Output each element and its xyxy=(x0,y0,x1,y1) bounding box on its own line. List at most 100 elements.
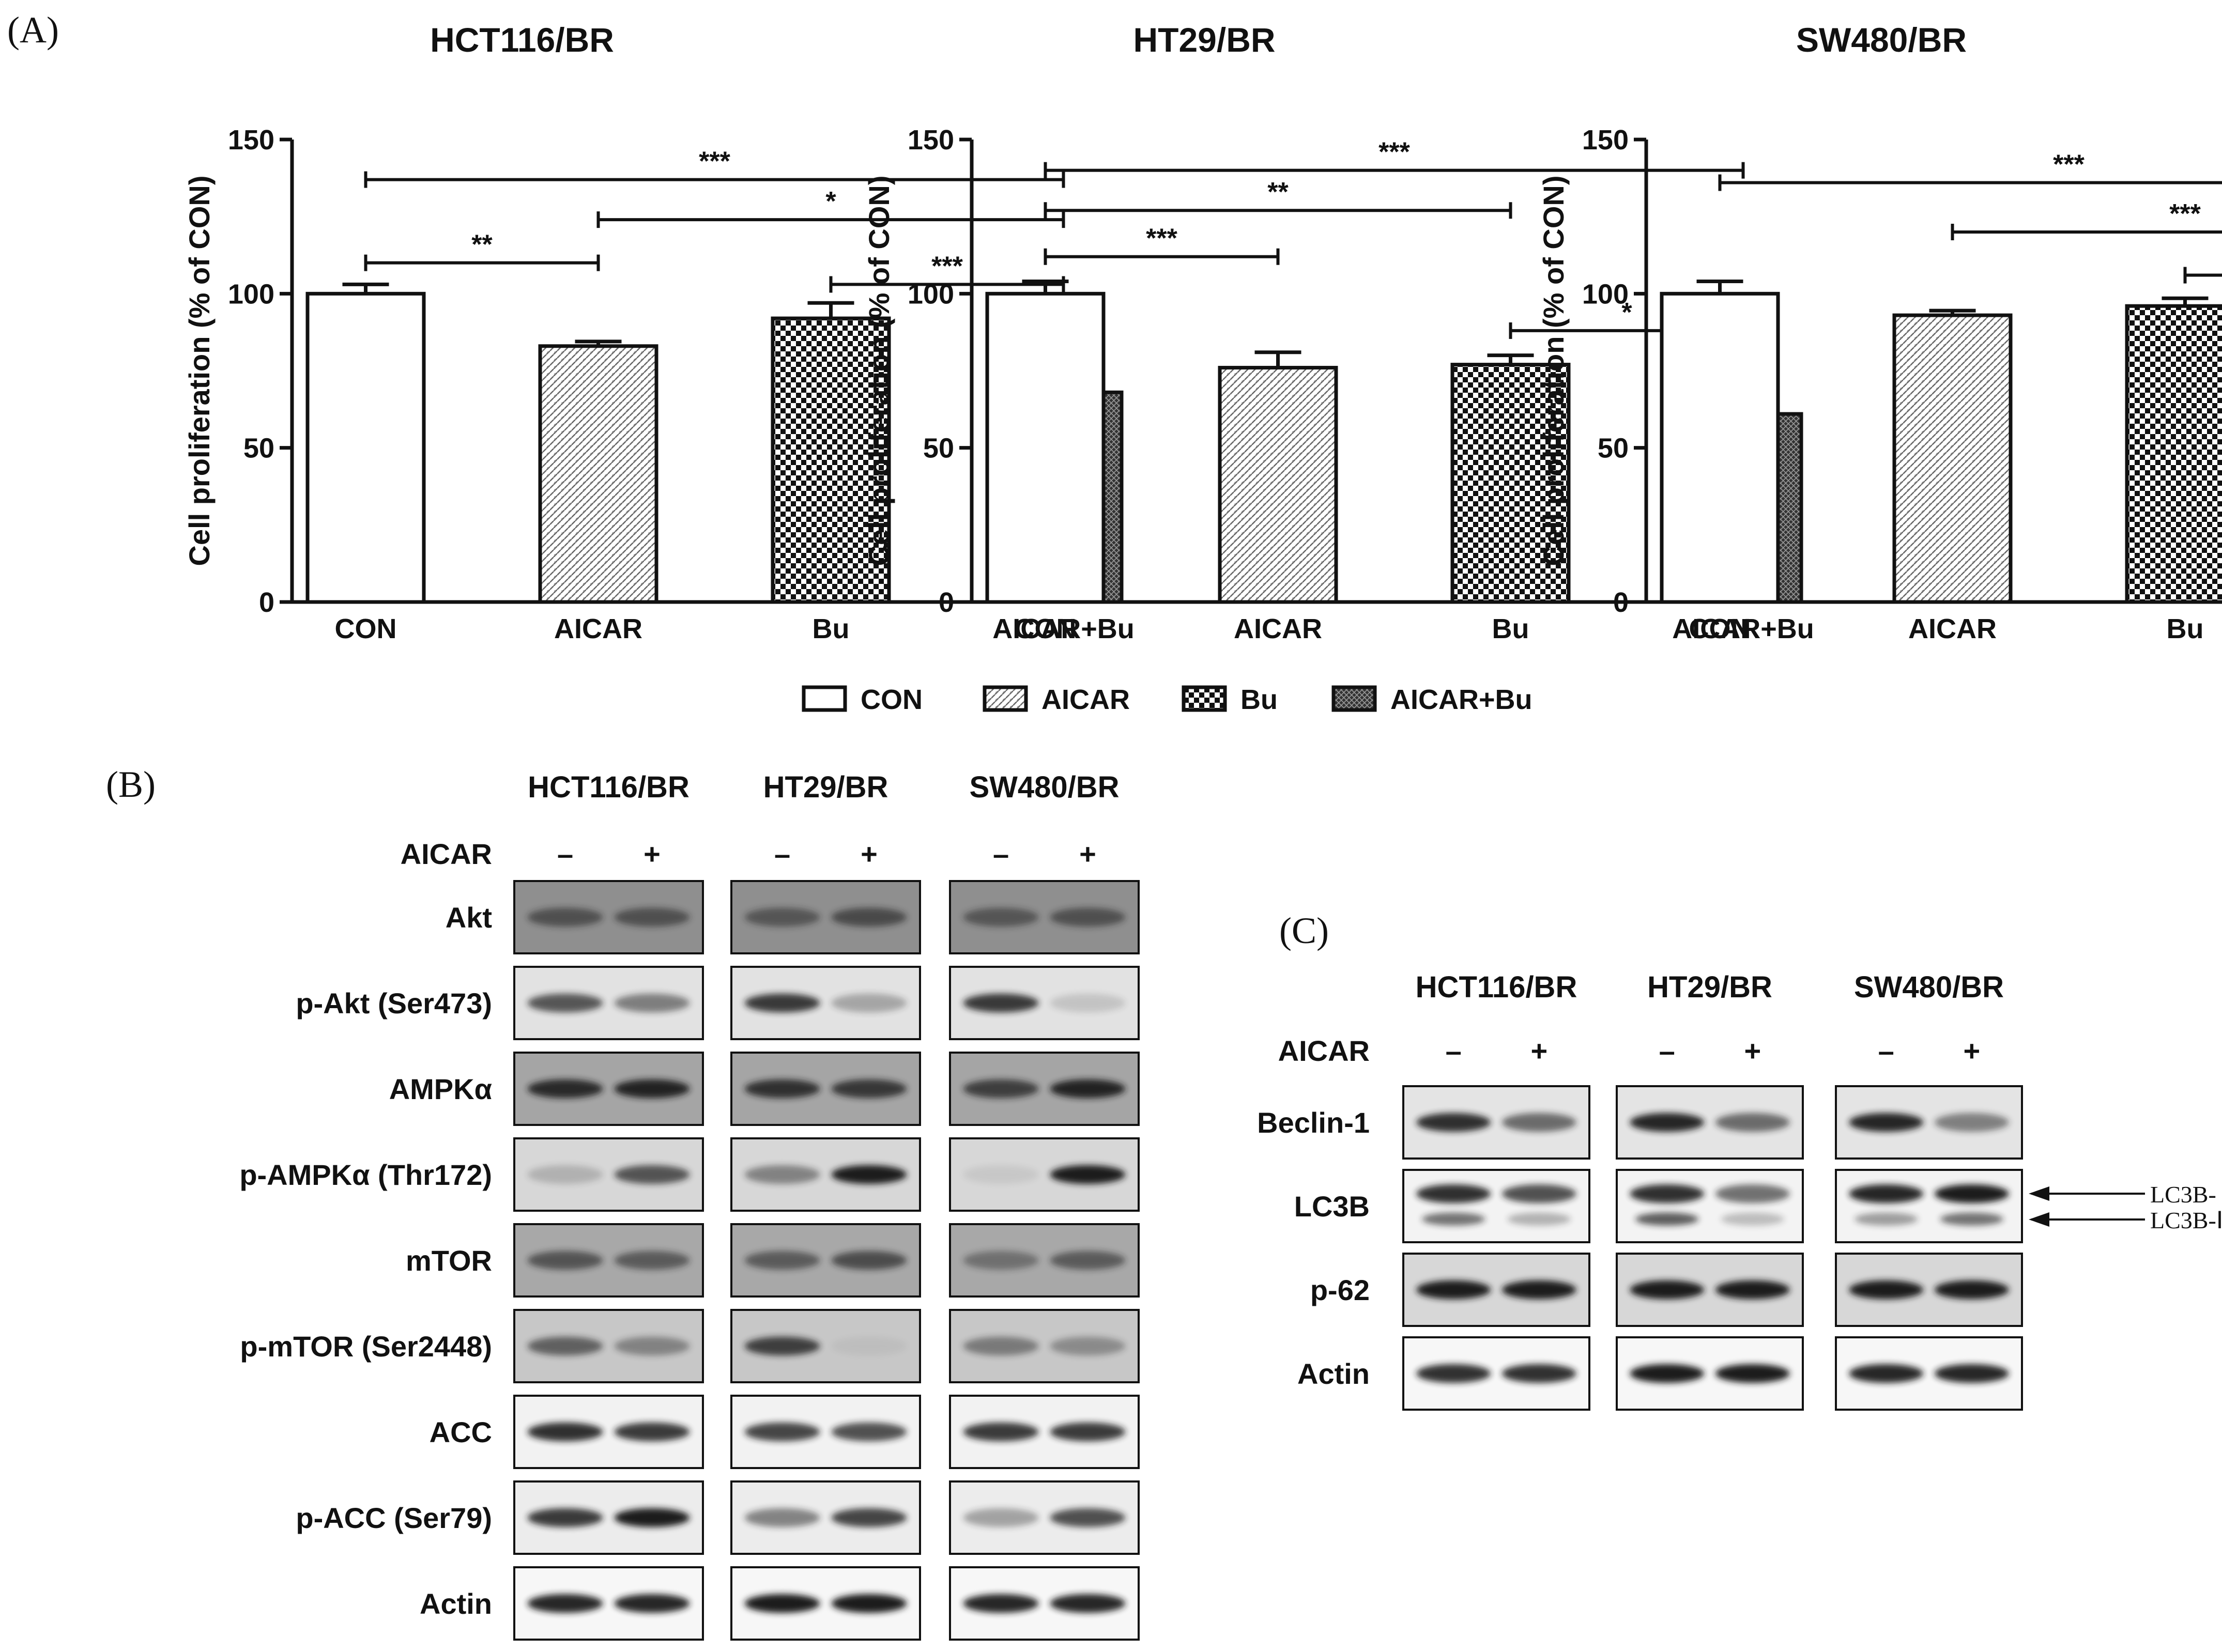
panel-label-b: (B) xyxy=(106,764,156,805)
blot-band-lower xyxy=(1940,1212,2003,1226)
cell-line-header: HT29/BR xyxy=(763,770,888,804)
blot-band xyxy=(963,1336,1039,1356)
chart-title: HT29/BR xyxy=(1133,21,1275,59)
chart-title: HCT116/BR xyxy=(430,21,614,59)
blot-band xyxy=(963,1250,1039,1270)
blot-band xyxy=(1630,1184,1705,1203)
lane-sign: + xyxy=(1744,1035,1761,1067)
treatment-label: AICAR xyxy=(1278,1035,1370,1067)
blot-band xyxy=(1715,1364,1790,1383)
blot-band xyxy=(1934,1184,2009,1203)
lane-sign: + xyxy=(643,838,661,870)
blot-band xyxy=(1416,1364,1491,1383)
blot-row-label: p-62 xyxy=(1310,1274,1370,1306)
cell-line-header: HCT116/BR xyxy=(1416,970,1577,1004)
cell-line-header: SW480/BR xyxy=(1854,970,2004,1004)
x-tick-label: AICAR xyxy=(1908,613,1997,644)
significance-label: *** xyxy=(1378,137,1410,167)
significance-label: *** xyxy=(1146,224,1177,254)
blot-row-label: Beclin-1 xyxy=(1257,1106,1370,1139)
treatment-label: AICAR xyxy=(401,838,492,870)
y-tick-label: 0 xyxy=(939,587,954,618)
annotation-arrow-head xyxy=(2029,1212,2049,1227)
x-tick-label: Bu xyxy=(1492,613,1529,644)
blot-band xyxy=(744,1508,820,1527)
blot-band xyxy=(963,907,1039,927)
blot-band xyxy=(1050,1508,1126,1527)
panel-label-a: (A) xyxy=(7,9,59,51)
blot-band xyxy=(527,1594,603,1613)
blot-band xyxy=(1715,1280,1790,1300)
y-tick-label: 50 xyxy=(923,433,954,464)
blot-band xyxy=(527,993,603,1013)
significance-label: * xyxy=(1621,298,1632,328)
y-axis-label: Cell proliferation (% of CON) xyxy=(863,176,895,566)
blot-band xyxy=(527,1165,603,1184)
lane-sign: – xyxy=(1878,1035,1894,1067)
blot-band xyxy=(1501,1113,1576,1132)
blot-band xyxy=(1501,1280,1576,1300)
blot-band xyxy=(1501,1184,1576,1203)
blot-band xyxy=(1050,1079,1126,1099)
blot-row-label: p-mTOR (Ser2448) xyxy=(240,1330,492,1363)
y-tick-label: 0 xyxy=(259,587,274,618)
blot-band xyxy=(1050,907,1126,927)
blot-band xyxy=(831,1508,907,1527)
x-tick-label: Bu xyxy=(813,613,850,644)
blot-row-label: p-Akt (Ser473) xyxy=(296,987,492,1020)
blot-band xyxy=(744,907,820,927)
blot-band xyxy=(1416,1184,1491,1203)
y-tick-label: 150 xyxy=(908,125,954,156)
blot-membrane xyxy=(1402,1169,1590,1243)
lane-sign: – xyxy=(774,838,790,870)
legend-label: AICAR xyxy=(1041,684,1130,715)
x-tick-label: AICAR xyxy=(554,613,642,644)
y-tick-label: 150 xyxy=(1582,125,1629,156)
blot-band xyxy=(1050,1594,1126,1613)
y-tick-label: 100 xyxy=(1582,279,1629,310)
cell-line-header: SW480/BR xyxy=(969,770,1119,804)
blot-band xyxy=(1050,1336,1126,1356)
blot-band-lower xyxy=(1507,1212,1571,1226)
blot-band xyxy=(1849,1280,1924,1300)
bar-charts-group: HCT116/BR Cell proliferation (% of CON) 0 5… xyxy=(183,21,2222,644)
blot-band-lower xyxy=(1721,1212,1784,1226)
blot-band xyxy=(527,1336,603,1356)
blot-band-lower xyxy=(1855,1212,1918,1226)
chart-title: SW480/BR xyxy=(1796,21,1967,59)
panel-label-c: (C) xyxy=(1279,910,1329,951)
significance-label: *** xyxy=(2053,150,2085,180)
y-tick-label: 150 xyxy=(228,125,274,156)
bar-chart-1: HCT116/BR Cell proliferation (% of CON) 0 5… xyxy=(183,21,1147,644)
y-axis-label: Cell proliferation (% of CON) xyxy=(183,176,216,566)
lane-sign: + xyxy=(861,838,878,870)
lane-sign: – xyxy=(557,838,573,870)
blot-band xyxy=(1501,1364,1576,1383)
lane-sign: – xyxy=(1446,1035,1462,1067)
y-tick-label: 100 xyxy=(228,279,274,310)
bar-bu xyxy=(771,316,891,604)
y-tick-label: 100 xyxy=(908,279,954,310)
significance-label: *** xyxy=(2169,199,2201,229)
lc3b-form-label: LC3B-Ⅱ xyxy=(2150,1207,2222,1233)
significance-label: ** xyxy=(471,230,493,260)
cell-line-header: HCT116/BR xyxy=(528,770,689,804)
blot-band xyxy=(1050,993,1126,1013)
legend-swatch-checker xyxy=(1182,685,1227,712)
legend-swatch-light xyxy=(983,685,1028,712)
blot-band xyxy=(614,1250,690,1270)
bar-aicar xyxy=(1218,366,1338,604)
lane-sign: + xyxy=(1963,1035,1980,1067)
blot-band xyxy=(527,1079,603,1099)
blot-band xyxy=(527,1422,603,1442)
lane-sign: + xyxy=(1079,838,1096,870)
blot-band xyxy=(1934,1280,2009,1300)
blot-band xyxy=(831,1336,907,1356)
legend: CON AICAR Bu AICAR+Bu xyxy=(802,684,1533,715)
western-blot-panel-b: HCT116/BR – + HT29/BR – + SW480/BR – + AICAR Akt p-… xyxy=(239,770,1140,1641)
legend-label: Bu xyxy=(1240,684,1278,715)
blot-band xyxy=(614,1165,690,1184)
blot-band xyxy=(1416,1280,1491,1300)
blot-band xyxy=(527,1250,603,1270)
